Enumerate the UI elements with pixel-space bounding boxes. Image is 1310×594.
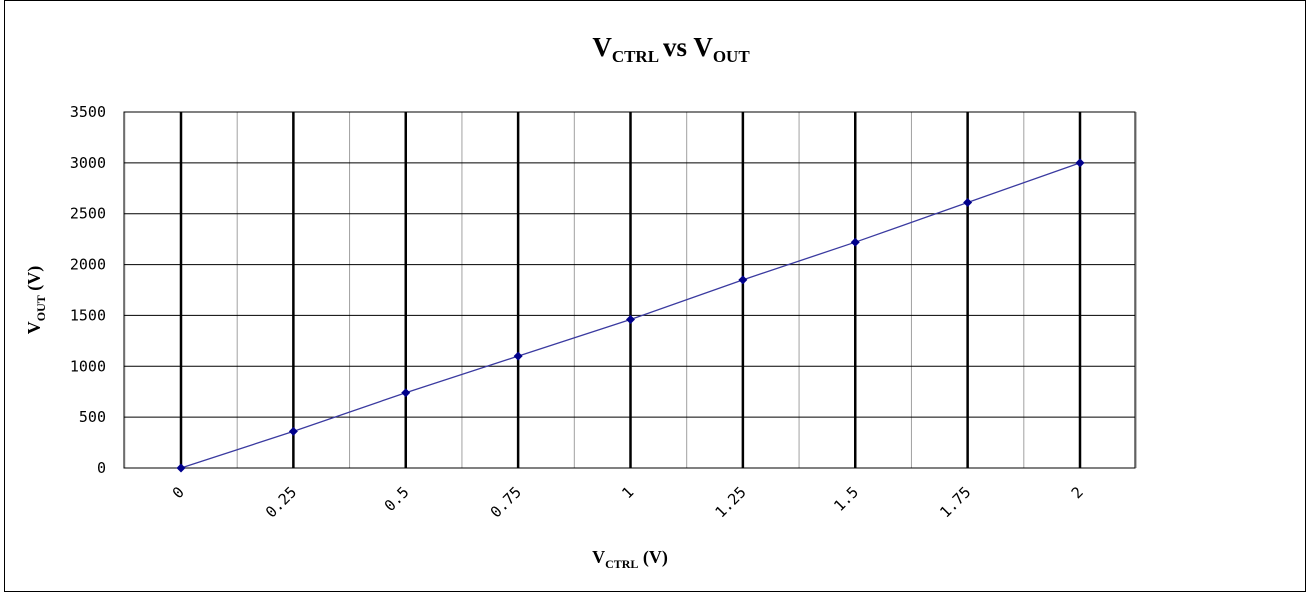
x-tick-label: 1.75 xyxy=(936,483,974,521)
x-tick-label: 1.25 xyxy=(711,483,749,521)
y-tick-label: 2000 xyxy=(70,256,106,274)
x-tick-label: 1.5 xyxy=(830,483,862,515)
x-tick-label: 0.5 xyxy=(381,483,413,515)
x-tick-label: 0 xyxy=(169,483,188,502)
y-tick-label: 3500 xyxy=(70,103,106,121)
y-tick-labels: 0 500 1000 1500 2000 2500 3000 3500 xyxy=(70,103,106,477)
x-tick-labels: 0 0.25 0.5 0.75 1 1.25 1.5 1.75 2 xyxy=(169,483,1087,521)
chart-title: VCTRL vs VOUT xyxy=(592,32,750,66)
data-point xyxy=(176,463,186,473)
y-axis-label: VOUT (V) xyxy=(24,266,48,335)
data-point xyxy=(850,237,860,247)
x-tick-label: 1 xyxy=(618,483,637,502)
data-point xyxy=(513,351,523,361)
data-point xyxy=(626,314,635,324)
y-tick-label: 2500 xyxy=(70,205,106,223)
plot-area xyxy=(123,111,1137,473)
data-point xyxy=(288,426,298,436)
data-point xyxy=(401,388,411,398)
data-point xyxy=(1075,158,1085,168)
y-tick-label: 1500 xyxy=(70,306,106,324)
minor-gridlines xyxy=(124,112,1137,468)
x-tick-label: 0.75 xyxy=(487,483,525,521)
data-point xyxy=(963,198,973,208)
y-tick-label: 0 xyxy=(97,459,106,477)
data-point xyxy=(738,275,748,285)
x-tick-label: 2 xyxy=(1068,483,1087,502)
major-gridlines xyxy=(124,111,1135,469)
x-tick-label: 0.25 xyxy=(262,483,300,521)
y-tick-label: 1000 xyxy=(70,357,106,375)
y-tick-label: 3000 xyxy=(70,154,106,172)
x-axis-label: VCTRL (V) xyxy=(592,547,668,571)
y-tick-label: 500 xyxy=(79,408,106,426)
data-points xyxy=(176,158,1085,473)
